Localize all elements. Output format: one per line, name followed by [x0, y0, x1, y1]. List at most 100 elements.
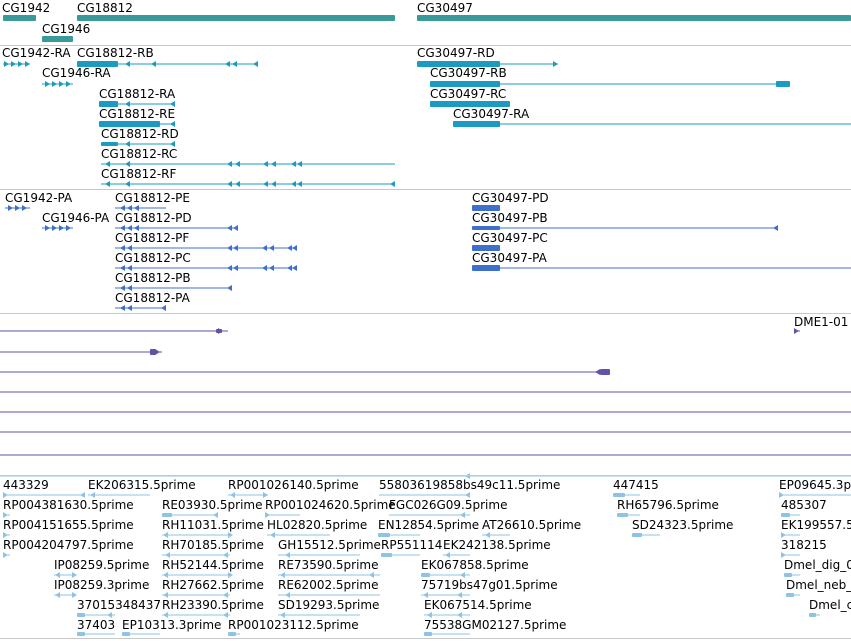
tx-cg1942-ra-label: CG1942-RA: [2, 46, 71, 60]
est-443329-label: 443329: [3, 478, 49, 492]
est-75719bs47g01: [421, 592, 470, 598]
pp-cg30497-pc-label: CG30497-PC: [472, 231, 548, 245]
gene-cg30497-label: CG30497: [417, 1, 473, 15]
tx-cg18812-rf: [101, 181, 395, 187]
est-rh52144: [162, 572, 233, 578]
est-fgc026g09: [389, 512, 470, 518]
est-ek242138-label: EK242138.5prime: [443, 538, 551, 552]
est-rp551114-label: RP551114: [381, 538, 443, 552]
est-485307-label: 485307: [781, 498, 827, 512]
est-37015348437: [77, 612, 115, 618]
tx-cg30497-rd-label: CG30497-RD: [417, 46, 495, 60]
pp-cg30497-pd-label: CG30497-PD: [472, 191, 549, 205]
tx-cg18812-rd: [101, 141, 175, 147]
pp-cg1946-pa-label: CG1946-PA: [42, 211, 110, 225]
est-ek067514: [424, 612, 470, 618]
pp-cg30497-pa-label: CG30497-PA: [472, 251, 547, 265]
est-rp004204797: [3, 552, 10, 558]
est-dmel-neb-label: Dmel_neb_: [786, 578, 851, 592]
tx-cg1946-ra-label: CG1946-RA: [42, 66, 111, 80]
est-rp004204797-label: RP004204797.5prime: [3, 538, 134, 552]
est-en12854-label: EN12854.5prime: [378, 518, 480, 532]
tx-cg18812-ra: [99, 101, 175, 107]
pp-cg18812-pf: [115, 245, 297, 251]
est-re62002-label: RE62002.5prime: [278, 578, 379, 592]
tx-cg18812-rd-label: CG18812-RD: [101, 127, 179, 141]
est-ep09645: [779, 492, 851, 498]
est-rh27662: [162, 592, 230, 598]
est-37403: [77, 632, 115, 636]
track-separator: [0, 189, 851, 190]
est-ek206315-label: EK206315.5prime: [88, 478, 196, 492]
est-rp004381630-label: RP004381630.5prime: [3, 498, 134, 512]
est-ep10313-label: EP10313.3prime: [122, 618, 222, 632]
est-dmel-c-label: Dmel_c: [809, 598, 851, 612]
est-rp004151655-label: RP004151655.5prime: [3, 518, 134, 532]
track-separator: [0, 45, 851, 46]
est-ep09645-label: EP09645.3p: [779, 478, 851, 492]
pp-cg18812-pd-label: CG18812-PD: [115, 211, 192, 225]
pp-cg18812-pa-label: CG18812-PA: [115, 291, 190, 305]
est-rp551114: [381, 553, 420, 557]
tx-cg18812-re-label: CG18812-RE: [99, 107, 176, 121]
est-75719bs47g01-label: 75719bs47g01.5prime: [421, 578, 558, 592]
pp-cg30497-pa: [472, 265, 851, 271]
gene-cg1946: [42, 36, 73, 42]
pp-cg30497-pc: [472, 245, 500, 251]
pp-cg18812-pc: [115, 265, 297, 271]
pp-cg18812-pb-label: CG18812-PB: [115, 271, 191, 285]
est-rp001026140-label: RP001026140.5prime: [228, 478, 359, 492]
est-37403-label: 37403: [77, 618, 116, 632]
pp-cg18812-pf-label: CG18812-PF: [115, 231, 190, 245]
alignment-line: [0, 369, 610, 375]
est-rh70185: [162, 552, 230, 558]
track-separator: [0, 638, 851, 639]
tx-cg30497-rc-label: CG30497-RC: [430, 87, 507, 101]
gene-cg1946-label: CG1946: [42, 22, 91, 36]
est-hl02820-label: HL02820.5prime: [267, 518, 368, 532]
alignment-line: [0, 328, 228, 334]
est-75538gm02127-label: 75538GM02127.5prime: [424, 618, 567, 632]
gene-cg18812-label: CG18812: [77, 1, 133, 15]
est-318215: [781, 552, 800, 558]
est-37015348437-label: 37015348437: [77, 598, 161, 612]
est-dmel-c: [809, 613, 820, 617]
pp-cg18812-pd: [115, 225, 238, 231]
tx-cg18812-rb: [77, 61, 258, 67]
est-dmel-neb: [786, 593, 800, 597]
est-en12854: [378, 533, 420, 537]
tx-cg18812-rc-label: CG18812-RC: [101, 147, 178, 161]
est-dmel-dig: [784, 573, 800, 577]
est-re03930: [162, 512, 218, 518]
tx-cg30497-rc: [430, 101, 510, 107]
est-447415-label: 447415: [613, 478, 659, 492]
est-ip08259-3: [54, 592, 77, 598]
est-ek206315: [88, 492, 150, 498]
aln-dme1-label: DME1-01: [794, 315, 849, 329]
tx-cg1946-ra: [42, 81, 73, 87]
gene-cg1942: [3, 15, 36, 21]
est-ek067858-label: EK067858.5prime: [421, 558, 529, 572]
tx-cg18812-rb-label: CG18812-RB: [77, 46, 154, 60]
est-rh52144-label: RH52144.5prime: [162, 558, 264, 572]
pp-cg18812-pc-label: CG18812-PC: [115, 251, 191, 265]
est-re73590: [278, 572, 380, 578]
tx-cg18812-rf-label: CG18812-RF: [101, 167, 177, 181]
est-ip08259-3-label: IP08259.3prime: [54, 578, 150, 592]
track-separator: [0, 313, 851, 314]
pp-cg30497-pd: [472, 205, 500, 211]
est-rh23390-label: RH23390.5prime: [162, 598, 264, 612]
est-318215-label: 318215: [781, 538, 827, 552]
tx-cg30497-rb-label: CG30497-RB: [430, 66, 507, 80]
pp-cg1946-pa: [42, 225, 73, 231]
est-447415: [613, 493, 640, 497]
est-rh27662-label: RH27662.5prime: [162, 578, 264, 592]
est-re03930-label: RE03930.5prime: [162, 498, 263, 512]
est-rp004151655: [3, 532, 10, 538]
est-55803619858bs49c11: [379, 492, 470, 498]
alignment-line: [0, 349, 162, 355]
est-rp001024620: [265, 512, 300, 518]
gene-cg18812: [77, 15, 395, 21]
est-sd19293: [278, 612, 360, 618]
